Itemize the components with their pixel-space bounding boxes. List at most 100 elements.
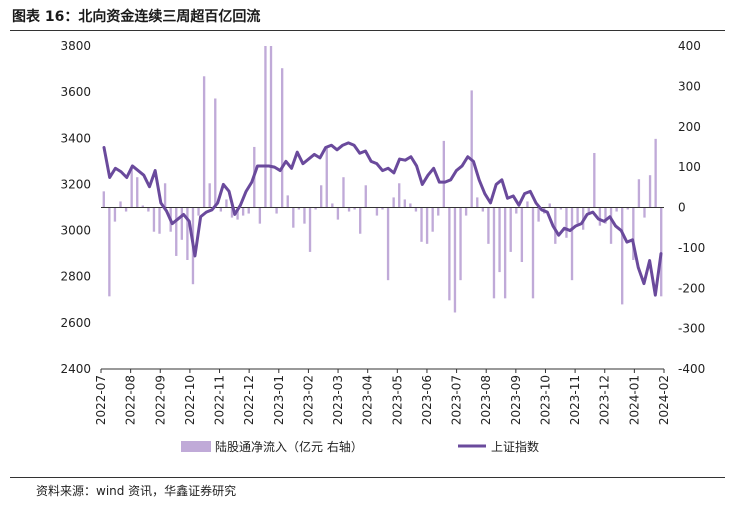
bar-47 — [364, 185, 367, 208]
bar-26 — [247, 207, 250, 214]
bar-93 — [621, 207, 624, 305]
bar-10 — [158, 207, 161, 234]
bar-96 — [637, 179, 641, 208]
bar-85 — [576, 207, 579, 224]
x-tick-label: 2023-06 — [420, 375, 434, 425]
bar-56 — [414, 207, 418, 212]
left-tick-label: 2800 — [60, 270, 91, 284]
x-tick-label: 2023-09 — [509, 375, 523, 425]
legend-bar-swatch — [181, 441, 211, 452]
bar-29 — [264, 46, 267, 208]
bar-44 — [347, 207, 351, 212]
bar-69 — [487, 207, 490, 244]
x-tick-label: 2023-01 — [272, 375, 286, 425]
x-tick-label: 2022-09 — [153, 375, 167, 425]
right-axis-ticks: 400 300 200 100 0 -100 -200 -300 -400 — [678, 39, 705, 376]
bar-81 — [554, 207, 557, 244]
footer-divider — [10, 477, 725, 478]
bar-4 — [124, 207, 128, 212]
bar-59 — [431, 207, 434, 232]
left-tick-label: 2600 — [60, 316, 91, 330]
source-note: 资料来源：wind 资讯，华鑫证券研究 — [36, 484, 237, 498]
x-tick-label: 2022-12 — [242, 375, 256, 425]
bar-7 — [141, 205, 144, 208]
x-tick-label: 2023-03 — [331, 375, 345, 425]
bar-9 — [152, 207, 156, 232]
bar-5 — [130, 169, 133, 208]
bar-62 — [448, 207, 451, 301]
bar-57 — [420, 207, 423, 242]
bar-60 — [437, 207, 440, 216]
bar-99 — [654, 138, 657, 208]
bar-92 — [615, 207, 618, 212]
x-tick-label: 2024-02 — [657, 375, 671, 425]
x-tick-label: 2022-11 — [213, 375, 227, 425]
bar-64 — [459, 207, 462, 281]
bar-87 — [587, 207, 590, 214]
left-tick-label: 3800 — [60, 39, 91, 53]
x-tick-label: 2023-02 — [301, 375, 315, 425]
bar-25 — [241, 207, 245, 216]
bar-17 — [197, 207, 200, 216]
bar-33 — [286, 195, 289, 208]
bar-54 — [403, 199, 406, 208]
bar-28 — [258, 207, 262, 224]
left-tick-label: 2400 — [60, 362, 91, 376]
legend-bar-label: 陆股通净流入（亿元 右轴） — [215, 439, 363, 454]
bar-98 — [648, 175, 652, 208]
bar-38 — [314, 207, 317, 210]
bar-80 — [548, 203, 551, 208]
x-tick-label: 2022-07 — [94, 375, 108, 425]
bar-34 — [292, 207, 295, 228]
bar-41 — [331, 203, 334, 208]
bar-0 — [102, 191, 105, 208]
left-tick-label: 3400 — [60, 131, 91, 145]
bar-43 — [342, 177, 345, 208]
bar-89 — [598, 207, 602, 226]
bar-84 — [570, 207, 574, 281]
x-tick-label: 2023-11 — [568, 375, 582, 425]
right-tick-label: 300 — [678, 79, 701, 93]
bar-37 — [308, 207, 312, 252]
bar-13 — [175, 207, 178, 256]
x-tick-label: 2023-04 — [361, 375, 375, 425]
right-tick-label: -300 — [678, 322, 705, 336]
bar-88 — [593, 152, 596, 208]
x-tick-label: 2023-05 — [390, 375, 404, 425]
right-tick-label: 100 — [678, 160, 701, 174]
bar-31 — [275, 207, 278, 214]
right-tick-label: 0 — [678, 201, 686, 215]
bar-82 — [559, 207, 563, 210]
bar-39 — [320, 185, 323, 208]
chart-title: 图表 16：北向资金连续三周超百亿回流 — [12, 9, 261, 25]
title-divider — [10, 30, 725, 31]
bar-94 — [626, 207, 629, 210]
bar-2 — [113, 207, 117, 222]
bar-68 — [481, 207, 485, 212]
x-tick-label: 2023-12 — [598, 375, 612, 425]
bar-97 — [643, 207, 646, 218]
bar-66 — [470, 90, 473, 208]
bar-30 — [269, 46, 273, 208]
bar-90 — [604, 207, 607, 224]
bar-50 — [381, 207, 384, 210]
bar-21 — [219, 207, 223, 212]
left-axis-ticks: 3800 3600 3400 3200 3000 2800 2600 2400 — [60, 39, 91, 376]
x-axis-ticks: 2022-07 2022-08 2022-09 2022-10 2022-11 2022-… — [94, 369, 671, 425]
bar-70 — [492, 207, 496, 299]
left-tick-label: 3200 — [60, 177, 91, 191]
bar-11 — [163, 183, 167, 208]
bar-53 — [398, 183, 401, 208]
bar-100 — [660, 207, 663, 297]
bar-14 — [180, 207, 183, 240]
x-tick-label: 2022-08 — [124, 375, 138, 425]
bar-1 — [108, 207, 111, 297]
bar-18 — [202, 76, 206, 208]
bar-61 — [442, 140, 445, 208]
bar-71 — [498, 207, 501, 273]
bar-65 — [464, 207, 468, 216]
right-tick-label: 400 — [678, 39, 701, 53]
bar-72 — [503, 207, 507, 299]
bar-36 — [303, 207, 306, 224]
